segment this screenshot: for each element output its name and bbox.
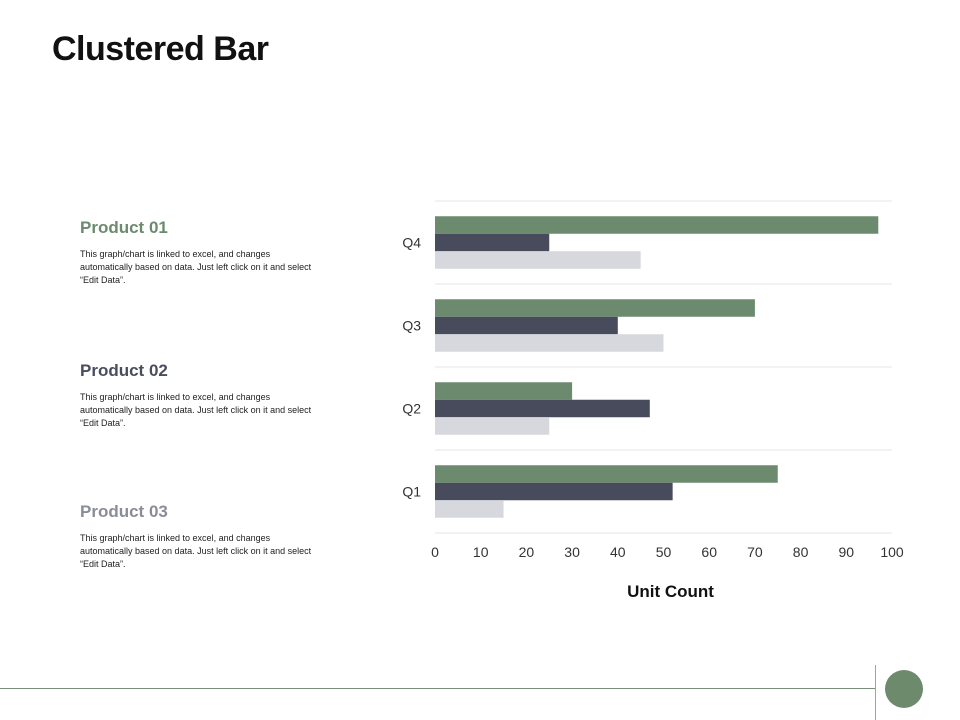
footer-vertical-divider xyxy=(875,665,876,720)
bar-q1-series-2 xyxy=(435,482,673,501)
category-label: Q2 xyxy=(402,401,421,417)
x-tick-label: 50 xyxy=(656,544,672,560)
x-tick-label: 0 xyxy=(431,544,439,560)
product-02-description: This graph/chart is linked to excel, and… xyxy=(80,392,312,428)
bar-q2-series-2 xyxy=(435,399,650,418)
category-label: Q3 xyxy=(402,318,421,334)
bar-q1-series-1 xyxy=(435,465,778,483)
category-label: Q1 xyxy=(402,484,421,500)
product-01-block: Product 01 This graph/chart is linked to… xyxy=(80,218,320,287)
x-tick-label: 10 xyxy=(473,544,489,560)
x-tick-label: 60 xyxy=(701,544,717,560)
bar-q4-series-3 xyxy=(435,251,641,269)
x-axis-title: Unit Count xyxy=(627,582,714,601)
bar-q2-series-3 xyxy=(435,417,550,435)
bar-q1-series-3 xyxy=(435,500,504,518)
bar-q4-series-1 xyxy=(435,216,879,234)
x-tick-label: 80 xyxy=(793,544,809,560)
bar-q3-series-2 xyxy=(435,316,618,335)
x-tick-label: 70 xyxy=(747,544,763,560)
bar-q3-series-1 xyxy=(435,299,755,317)
bar-q2-series-1 xyxy=(435,382,573,400)
product-01-description: This graph/chart is linked to excel, and… xyxy=(80,249,312,285)
product-03-block: Product 03 This graph/chart is linked to… xyxy=(80,502,320,571)
footer-circle-decoration xyxy=(885,670,923,708)
x-tick-label: 20 xyxy=(519,544,535,560)
x-tick-label: 100 xyxy=(880,544,904,560)
x-tick-label: 90 xyxy=(839,544,855,560)
bar-q4-series-2 xyxy=(435,233,550,252)
page-title: Clustered Bar xyxy=(52,30,269,68)
x-tick-label: 30 xyxy=(564,544,580,560)
bar-q3-series-3 xyxy=(435,334,664,352)
category-label: Q4 xyxy=(402,235,421,251)
product-03-title: Product 03 xyxy=(80,502,168,521)
product-01-title: Product 01 xyxy=(80,218,168,237)
footer-divider xyxy=(0,688,876,689)
product-02-block: Product 02 This graph/chart is linked to… xyxy=(80,361,320,430)
product-02-title: Product 02 xyxy=(80,361,168,380)
x-tick-label: 40 xyxy=(610,544,626,560)
product-03-description: This graph/chart is linked to excel, and… xyxy=(80,533,312,569)
